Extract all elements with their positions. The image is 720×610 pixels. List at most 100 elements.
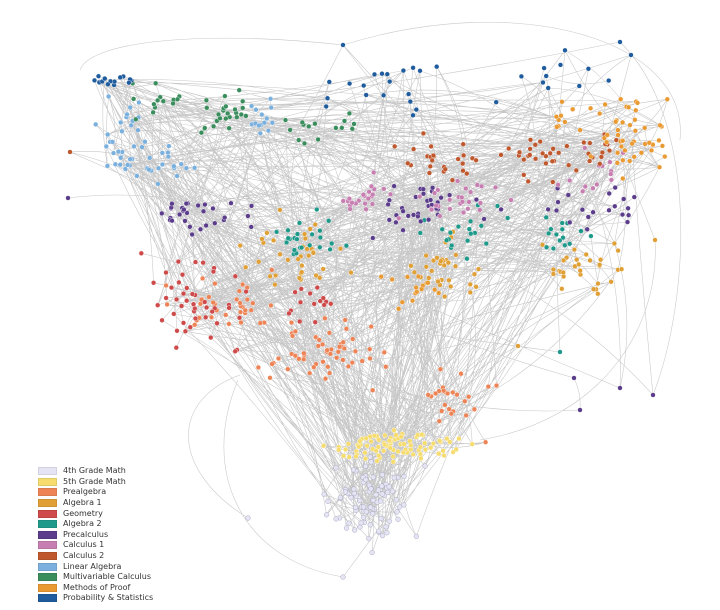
legend-item-algebra-2: Algebra 2 [38, 519, 153, 530]
graph-node [237, 309, 244, 315]
graph-node [447, 192, 453, 198]
graph-node [386, 217, 392, 223]
graph-node [460, 168, 466, 174]
graph-node [336, 344, 343, 350]
graph-node [142, 139, 148, 145]
graph-node [204, 105, 210, 111]
graph-node [324, 95, 331, 101]
graph-node [292, 353, 298, 359]
graph-node [606, 190, 612, 197]
graph-node [586, 158, 593, 164]
graph-node [277, 207, 283, 213]
graph-node [131, 143, 137, 150]
graph-node [439, 226, 445, 232]
graph-node [237, 300, 243, 306]
graph-node [471, 271, 478, 277]
graph-node [395, 516, 401, 522]
graph-node [333, 516, 339, 522]
legend-label: 5th Grade Math [63, 476, 126, 486]
graph-node [577, 127, 583, 133]
graph-node [378, 515, 384, 522]
graph-node [566, 177, 573, 184]
legend-swatch [38, 594, 57, 603]
graph-node [326, 79, 332, 85]
graph-node [601, 135, 607, 141]
graph-node [320, 295, 326, 301]
graph-node [632, 117, 638, 123]
graph-node [549, 158, 555, 164]
graph-node [127, 156, 133, 162]
graph-node [226, 305, 232, 311]
graph-node [202, 299, 208, 305]
graph-node [316, 337, 322, 343]
legend-label: Prealgebra [63, 487, 107, 497]
graph-node [373, 492, 379, 498]
graph-node [562, 47, 568, 53]
graph-node [183, 201, 189, 207]
graph-node [576, 83, 582, 89]
graph-node [437, 213, 443, 219]
graph-node [337, 246, 344, 252]
graph-node [396, 215, 402, 221]
graph-node [325, 498, 331, 505]
graph-node [447, 197, 453, 203]
graph-node [618, 143, 625, 150]
graph-node [383, 524, 389, 530]
graph-node [170, 100, 176, 107]
graph-node [408, 442, 414, 448]
graph-node [222, 93, 228, 99]
graph-node [553, 231, 560, 238]
graph-node [245, 213, 251, 219]
graph-node [550, 271, 557, 277]
graph-node [468, 218, 474, 224]
graph-node [532, 142, 538, 148]
graph-node [580, 188, 586, 194]
graph-node [464, 256, 470, 262]
legend-swatch [38, 573, 57, 582]
graph-node [320, 266, 326, 272]
graph-node [413, 284, 419, 291]
graph-node [274, 229, 280, 235]
graph-node [441, 388, 447, 394]
graph-node [357, 438, 363, 444]
graph-node [477, 207, 483, 213]
graph-node [203, 222, 209, 229]
graph-node [583, 251, 589, 258]
graph-node [339, 125, 345, 131]
graph-node [417, 68, 423, 74]
graph-node [269, 361, 275, 367]
graph-node [315, 136, 321, 143]
graph-node [439, 408, 445, 414]
graph-node [473, 197, 480, 203]
graph-node [445, 260, 452, 266]
graph-node [91, 77, 98, 84]
graph-node [358, 520, 364, 526]
graph-node [612, 203, 618, 209]
graph-node [117, 74, 123, 81]
graph-node [543, 73, 549, 79]
graph-node [348, 495, 354, 501]
graph-node [590, 185, 596, 191]
graph-node [543, 214, 549, 221]
graph-node [292, 289, 298, 295]
graph-node [323, 512, 330, 518]
graph-node [588, 153, 594, 160]
graph-node [458, 371, 464, 377]
graph-node [236, 87, 242, 93]
graph-node [398, 434, 404, 440]
graph-node [548, 226, 554, 232]
graph-node [296, 137, 302, 143]
graph-node [245, 515, 251, 521]
graph-node [312, 319, 318, 325]
graph-node [321, 443, 327, 449]
graph-node [180, 320, 187, 326]
graph-node [351, 467, 357, 473]
graph-node [226, 125, 232, 131]
graph-node [642, 125, 648, 131]
graph-node [557, 349, 563, 355]
graph-node [340, 198, 346, 204]
graph-node [349, 126, 355, 132]
graph-node [234, 296, 240, 303]
graph-node [378, 498, 384, 504]
graph-node [232, 106, 238, 113]
